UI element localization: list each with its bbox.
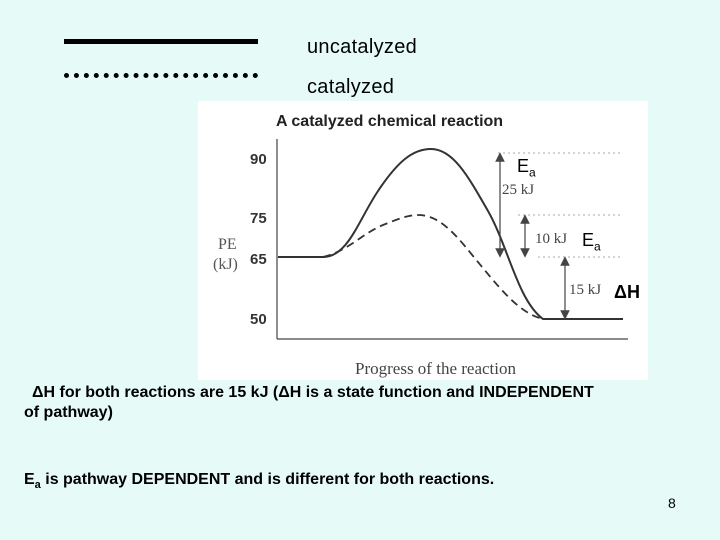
delta-h-note-line2: of pathway) bbox=[24, 404, 113, 421]
catalyzed-curve bbox=[322, 214, 544, 320]
x-axis-label: Progress of the reaction bbox=[355, 359, 516, 378]
legend-solid-line bbox=[64, 39, 258, 44]
uncatalyzed-curve bbox=[278, 147, 623, 320]
delta-h-note-line1: ΔH for both reactions are 15 kJ (ΔH is a… bbox=[32, 384, 594, 401]
ea-catalyzed-label: Ea bbox=[582, 230, 601, 254]
legend-catalyzed-label: catalyzed bbox=[307, 76, 395, 98]
diagram-title: A catalyzed chemical reaction bbox=[276, 113, 503, 130]
legend-uncatalyzed-label: uncatalyzed bbox=[307, 36, 418, 58]
page-number: 8 bbox=[668, 495, 676, 511]
y-axis-label-pe: PE bbox=[218, 236, 237, 253]
delta-h-note: ΔH for both reactions are 15 kJ (ΔH is a… bbox=[24, 383, 594, 423]
dh-value: 15 kJ bbox=[569, 282, 601, 298]
ea-uncatalyzed-label: Ea bbox=[517, 156, 536, 180]
ea-catalyzed-value: 10 kJ bbox=[535, 231, 567, 247]
energy-diagram: A catalyzed chemical reaction 90 75 65 5… bbox=[198, 101, 648, 380]
y-axis-label-unit: (kJ) bbox=[213, 256, 238, 273]
ea-uncatalyzed-value: 25 kJ bbox=[502, 182, 534, 198]
tick-label-65: 65 bbox=[250, 251, 267, 268]
tick-label-75: 75 bbox=[250, 210, 267, 227]
tick-label-50: 50 bbox=[250, 311, 267, 328]
delta-h-label: ΔH bbox=[614, 282, 640, 302]
tick-label-90: 90 bbox=[250, 151, 267, 168]
ea-note: Ea is pathway DEPENDENT and is different… bbox=[24, 471, 495, 492]
energy-diagram-svg: A catalyzed chemical reaction 90 75 65 5… bbox=[213, 113, 628, 378]
legend-dotted-line bbox=[64, 73, 258, 78]
